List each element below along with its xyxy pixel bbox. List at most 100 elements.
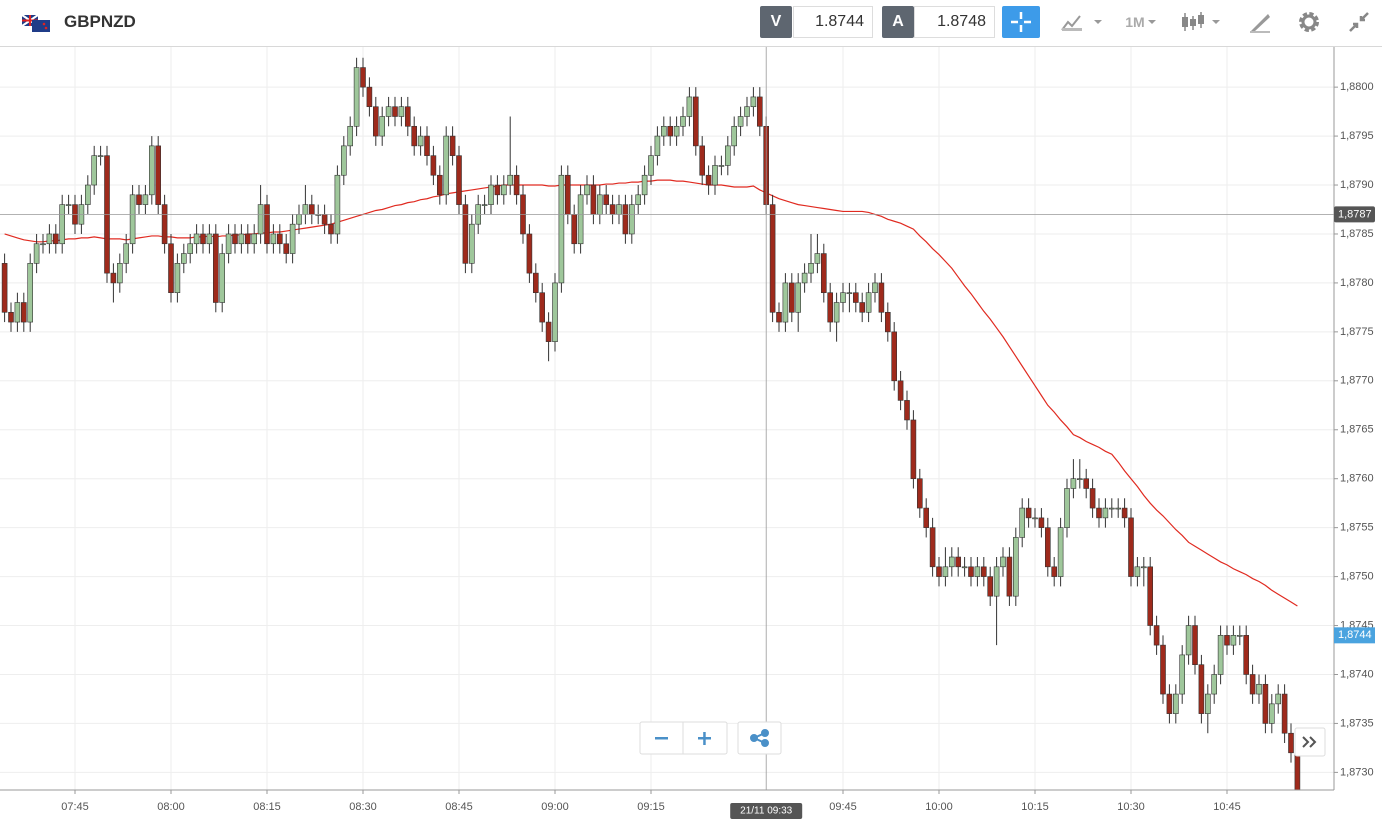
candle-body xyxy=(948,556,955,568)
y-tick-label: 1,8730 xyxy=(1340,766,1374,778)
timeframe-button[interactable]: 1M xyxy=(1120,6,1164,38)
candle-body xyxy=(340,145,347,176)
candle-body xyxy=(174,263,181,294)
y-tick-label: 1,8755 xyxy=(1340,522,1374,534)
candle-body xyxy=(692,96,699,147)
zoom-in-button[interactable] xyxy=(698,732,711,745)
x-tick-label: 10:00 xyxy=(925,801,953,813)
candle-body xyxy=(1102,507,1109,519)
candle-body xyxy=(846,292,853,295)
symbol: GBPNZD xyxy=(64,12,136,31)
candle-body xyxy=(136,194,142,205)
candle-body xyxy=(91,155,97,186)
candle-body xyxy=(1012,537,1019,597)
scroll-right-button[interactable] xyxy=(1294,727,1326,757)
candle-body xyxy=(795,282,802,313)
candle-body xyxy=(680,116,686,127)
candle-body xyxy=(667,125,674,137)
candle-body xyxy=(117,263,123,284)
candle-body xyxy=(449,135,456,156)
buy-label[interactable]: A xyxy=(882,6,914,38)
candle-body xyxy=(97,155,104,157)
candle-body xyxy=(731,125,738,147)
candle-body xyxy=(494,184,501,196)
candle-body xyxy=(129,194,136,245)
candle-body xyxy=(635,194,642,205)
candle-body xyxy=(187,243,193,254)
candle-body xyxy=(1249,674,1256,695)
y-tick-label: 1,8750 xyxy=(1340,571,1374,583)
candle-body xyxy=(40,243,46,246)
candle-body xyxy=(654,135,661,156)
candle-body xyxy=(328,223,334,235)
chart-type-button[interactable] xyxy=(1058,6,1106,38)
candle-body xyxy=(718,165,725,167)
sell-label[interactable]: V xyxy=(760,6,792,38)
candle-body xyxy=(603,194,610,205)
candle-body xyxy=(641,174,648,196)
candle-body xyxy=(1115,507,1121,510)
candle-body xyxy=(596,194,603,215)
candle-body xyxy=(507,174,514,186)
buy-price[interactable]: 1.8748 xyxy=(914,6,995,38)
zoom-out-button[interactable] xyxy=(655,737,668,740)
y-tick-label: 1,8735 xyxy=(1340,717,1374,729)
collapse-button[interactable] xyxy=(1340,6,1378,38)
candle-body xyxy=(417,135,424,147)
candle-body xyxy=(1185,625,1192,656)
candle-body xyxy=(411,125,418,147)
candle-body xyxy=(673,125,680,137)
draw-tool-button[interactable] xyxy=(1240,6,1280,38)
share-box xyxy=(737,721,782,755)
settings-button[interactable] xyxy=(1290,6,1328,38)
candle-body xyxy=(1134,566,1141,577)
candle-body xyxy=(936,566,942,577)
x-tick-label: 08:45 xyxy=(445,801,473,813)
candle-body xyxy=(833,302,840,323)
candle-body xyxy=(552,282,558,342)
y-tick-label: 1,8795 xyxy=(1340,130,1374,142)
sell-price[interactable]: 1.8744 xyxy=(793,6,873,38)
candle-body xyxy=(1243,635,1249,675)
candle-body xyxy=(878,282,885,313)
share-button[interactable] xyxy=(750,729,769,747)
candle-body xyxy=(20,302,27,323)
candle-body xyxy=(660,125,667,137)
candle-body xyxy=(500,184,507,196)
axes: 1,87301,87351,87401,87451,87501,87551,87… xyxy=(61,81,1375,819)
zoom-controls xyxy=(639,721,1326,757)
candle-body xyxy=(193,233,200,245)
candle-body xyxy=(756,96,763,127)
candle-body xyxy=(1077,478,1083,481)
y-tick-label: 1,8770 xyxy=(1340,375,1374,387)
candle-body xyxy=(481,204,488,206)
candle-body xyxy=(206,233,213,245)
crosshair-price-label: 1,8787 xyxy=(1338,208,1372,220)
candle-body xyxy=(149,145,155,196)
x-tick-label: 08:00 xyxy=(157,801,185,813)
candle-body xyxy=(161,204,168,245)
candle-body xyxy=(1,263,8,313)
candle-body xyxy=(308,204,315,215)
candle-type-button[interactable] xyxy=(1178,6,1226,38)
candle-body xyxy=(468,223,475,264)
candle-body xyxy=(968,566,974,577)
candle-body xyxy=(648,155,654,176)
crosshair-time-tag xyxy=(730,803,803,819)
x-tick-label: 09:00 xyxy=(541,801,569,813)
candle-body xyxy=(398,106,405,117)
candle-body xyxy=(302,204,309,215)
candle-body xyxy=(1032,517,1038,520)
candle-body xyxy=(379,116,386,137)
x-tick-label: 09:45 xyxy=(829,801,857,813)
toolbar: GBPNZD V 1.8744 A 1.8748 1M xyxy=(0,0,1382,47)
candle-body xyxy=(225,233,232,254)
candle-body xyxy=(558,174,565,284)
candle-body xyxy=(430,155,437,176)
candle-body xyxy=(955,556,962,568)
candle-body xyxy=(33,243,40,264)
crosshair-button[interactable] xyxy=(1002,6,1040,38)
candle-body xyxy=(513,174,520,196)
y-tick-label: 1,8790 xyxy=(1340,179,1374,191)
candle-body xyxy=(539,292,546,323)
